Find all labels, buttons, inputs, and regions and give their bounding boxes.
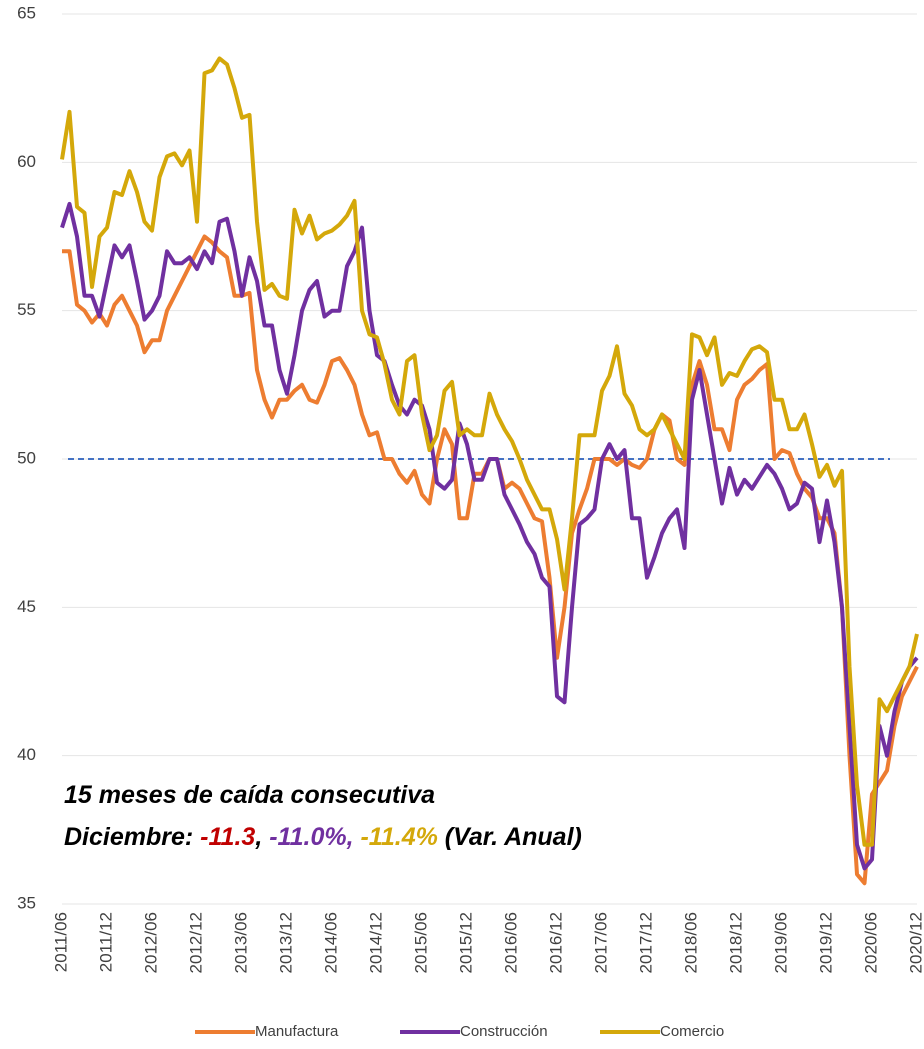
x-tick-label: 2011/12 <box>96 912 115 972</box>
series-line <box>60 56 919 847</box>
annotation-segment: , <box>254 823 269 851</box>
x-tick-label: 2013/12 <box>276 912 295 973</box>
y-tick-label: 65 <box>17 3 36 22</box>
x-tick-label: 2017/12 <box>636 912 655 973</box>
x-tick-label: 2011/06 <box>51 912 70 972</box>
x-tick-label: 2018/06 <box>681 912 700 973</box>
x-tick-label: 2018/12 <box>726 912 745 973</box>
x-tick-label: 2016/12 <box>546 912 565 973</box>
x-tick-label: 2012/12 <box>186 912 205 973</box>
x-tick-label: 2014/06 <box>321 912 340 973</box>
x-tick-label: 2016/06 <box>501 912 520 973</box>
legend-label: Construcción <box>460 1023 548 1040</box>
annotation-segment: (Var. Anual) <box>438 823 582 851</box>
x-tick-label: 2020/06 <box>861 912 880 973</box>
y-tick-label: 50 <box>17 448 36 467</box>
annotation-segment: 15 meses de caída consecutiva <box>64 781 435 809</box>
x-tick-label: 2014/12 <box>366 912 385 973</box>
series-line <box>60 201 919 871</box>
x-tick-label: 2015/12 <box>456 912 475 973</box>
annotation: 15 meses de caída consecutiva <box>64 781 435 809</box>
x-tick-label: 2012/06 <box>141 912 160 973</box>
annotation-segment: Diciembre: <box>64 823 200 851</box>
annotation-segment: -11.4% <box>360 823 437 851</box>
y-tick-label: 45 <box>17 597 36 616</box>
x-tick-label: 2019/12 <box>816 912 835 973</box>
y-tick-label: 55 <box>17 300 36 319</box>
annotation-segment: -11.0%, <box>269 823 353 851</box>
annotation-segment: -11.3 <box>200 823 255 851</box>
annotation: Diciembre: -11.3, -11.0%, -11.4% (Var. A… <box>64 823 582 851</box>
x-tick-label: 2013/06 <box>231 912 250 973</box>
legend-label: Comercio <box>660 1023 724 1040</box>
x-tick-label: 2020/12 <box>906 912 924 973</box>
y-tick-label: 35 <box>17 893 36 912</box>
y-tick-label: 60 <box>17 152 36 171</box>
legend-label: Manufactura <box>255 1023 339 1040</box>
y-tick-label: 40 <box>17 745 36 764</box>
annotation-segment <box>354 823 361 851</box>
x-tick-label: 2015/06 <box>411 912 430 973</box>
x-tick-label: 2019/06 <box>771 912 790 973</box>
x-tick-label: 2017/06 <box>591 912 610 973</box>
